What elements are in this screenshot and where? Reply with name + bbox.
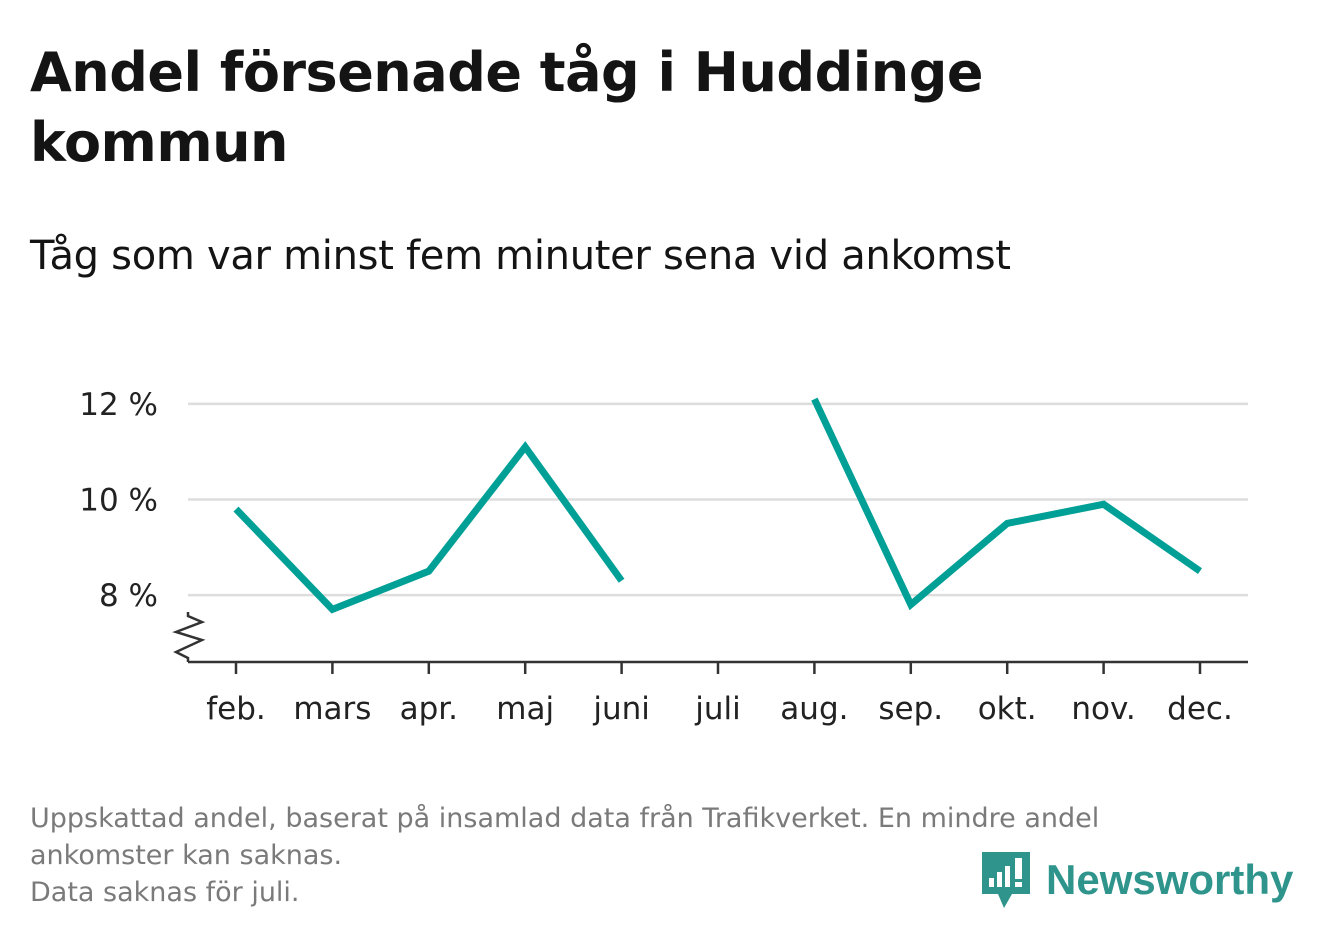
footnote-line: ankomster kan saknas. — [30, 840, 343, 871]
y-tick-label: 8 % — [99, 578, 158, 614]
brand-name: Newsworthy — [1046, 856, 1294, 903]
y-tick-label: 10 % — [79, 482, 158, 518]
x-axis — [172, 612, 1248, 664]
x-tick-label: juli — [694, 691, 741, 727]
brand: Newsworthy — [980, 850, 1293, 910]
y-axis-ticks: 8 % 10 % 12 % — [79, 387, 158, 614]
x-axis-ticks: feb. mars apr. maj juni juli aug. sep. okt. nov. d… — [206, 662, 1233, 727]
x-tick-label: nov. — [1071, 691, 1135, 727]
x-tick-label: apr. — [400, 691, 458, 727]
newsworthy-logo-icon — [982, 852, 1030, 908]
y-tick-label: 12 % — [79, 387, 158, 423]
x-tick-label: juni — [592, 691, 650, 727]
chart-subtitle: Tåg som var minst fem minuter sena vid a… — [30, 233, 1011, 279]
footnote-line: Data saknas för juli. — [30, 877, 300, 908]
x-tick-label: sep. — [878, 691, 943, 727]
series-line — [233, 441, 625, 614]
axis-break-mark — [172, 612, 206, 662]
gridlines — [188, 402, 1248, 597]
x-tick-label: mars — [293, 691, 371, 727]
footnote-line: Uppskattad andel, baserat på insamlad da… — [30, 803, 1100, 834]
series-lines — [233, 397, 1202, 614]
x-tick-label: okt. — [978, 691, 1037, 727]
series-line — [811, 397, 1202, 611]
x-tick-label: maj — [496, 691, 554, 727]
x-tick-label: dec. — [1167, 691, 1233, 727]
x-tick-label: feb. — [206, 691, 266, 727]
x-tick-label: aug. — [780, 691, 848, 727]
footnote: Uppskattad andel, baserat på insamlad da… — [30, 800, 1290, 911]
chart-title: Andel försenade tåg i Huddinge kommun — [30, 41, 983, 174]
